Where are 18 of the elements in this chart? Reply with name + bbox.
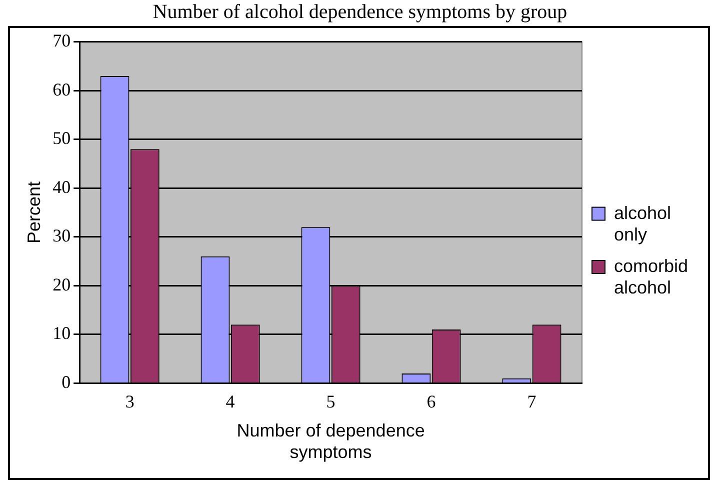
y-axis-title: Percent [24,181,44,244]
y-tick-label: 60 [52,79,71,100]
y-tick-label: 10 [52,323,71,344]
x-axis-title: Number of dependence symptoms [236,420,425,462]
x-tick-label: 5 [326,392,336,412]
y-tick-label: 0 [62,372,71,392]
legend-label: alcohol only [614,202,672,244]
legend-label: comorbid alcohol [614,256,688,298]
chart-title: Number of alcohol dependence symptoms by group [152,0,568,24]
y-tick-label: 70 [52,30,71,51]
x-tick-label: 4 [226,392,235,412]
y-tick-label: 30 [52,226,71,246]
x-tick-label: 7 [527,392,536,412]
y-tick-label: 20 [52,274,71,294]
y-tick-label: 40 [52,176,71,197]
x-tick-label: 6 [426,392,436,412]
y-tick-label: 50 [52,128,71,148]
x-tick-label: 3 [125,392,134,412]
